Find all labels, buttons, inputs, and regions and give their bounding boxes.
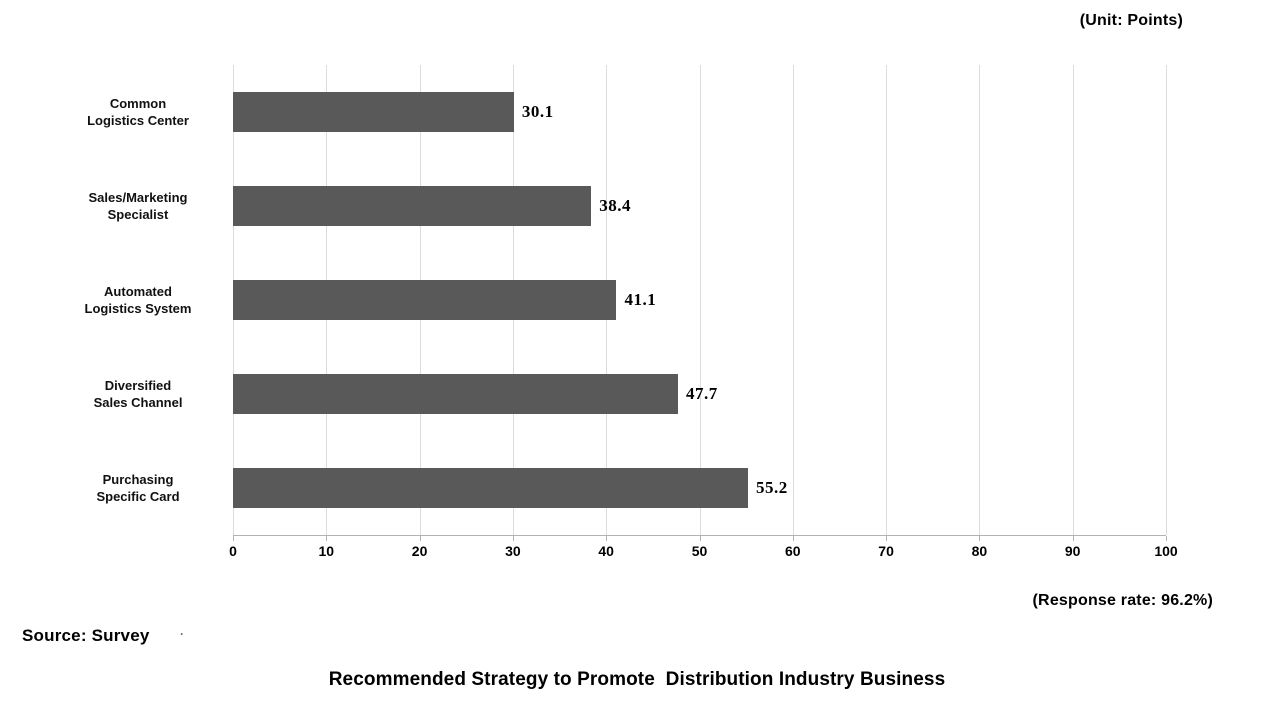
x-tick-label: 60 xyxy=(785,543,801,559)
x-tick-label: 10 xyxy=(318,543,335,559)
bar-value-label: 55.2 xyxy=(756,478,788,497)
source-stray-dot: · xyxy=(180,627,184,641)
category-label: Common Logistics Center xyxy=(87,96,189,128)
x-tick-mark xyxy=(326,536,328,541)
response-rate-note: (Response rate: 96.2%) xyxy=(1032,592,1213,609)
x-tick-label: 80 xyxy=(971,543,988,559)
x-axis-tick-labels: 0 10 20 30 40 50 60 70 80 90 100 xyxy=(229,543,1178,563)
bar xyxy=(233,374,679,414)
category-label: Diversified Sales Channel xyxy=(93,378,183,410)
source-label: Source: Survey xyxy=(22,626,150,645)
category-label: Automated Logistics System xyxy=(84,284,192,316)
bar-value-label: 47.7 xyxy=(686,384,718,403)
x-tick-label: 100 xyxy=(1154,543,1178,559)
x-tick-mark xyxy=(699,536,701,541)
x-tick-mark xyxy=(419,536,421,541)
chart-title: Recommended Strategy to Promote Distribu… xyxy=(328,669,946,690)
bar xyxy=(233,280,617,320)
bar xyxy=(233,92,514,132)
x-tick-mark xyxy=(512,536,514,541)
x-tick-label: 20 xyxy=(411,543,428,559)
bar-value-label: 38.4 xyxy=(599,196,632,215)
plot-area: 30.1 38.4 41.1 47.7 55.2 xyxy=(233,65,1167,541)
x-tick-mark xyxy=(979,536,981,541)
bar-value-label: 30.1 xyxy=(521,102,554,121)
gridline xyxy=(979,65,981,535)
gridline xyxy=(886,65,888,535)
x-tick-mark xyxy=(886,536,888,541)
gridline xyxy=(699,65,701,535)
bar-value-label: 41.1 xyxy=(624,290,657,309)
x-tick-mark xyxy=(1166,536,1167,541)
x-tick-label: 50 xyxy=(691,543,708,559)
gridline xyxy=(1166,65,1167,535)
x-tick-label: 90 xyxy=(1064,543,1081,559)
category-axis: Common Logistics Center Sales/Marketing S… xyxy=(0,65,233,535)
gridline xyxy=(1072,65,1074,535)
x-tick-mark xyxy=(792,536,794,541)
x-tick-mark xyxy=(233,536,234,541)
x-tick-mark xyxy=(606,536,608,541)
gridline xyxy=(792,65,794,535)
x-tick-mark xyxy=(1072,536,1074,541)
x-tick-label: 40 xyxy=(598,543,614,559)
bar xyxy=(233,468,749,508)
category-label: Purchasing Specific Card xyxy=(96,472,180,504)
unit-note: (Unit: Points) xyxy=(1079,12,1183,29)
x-tick-label: 0 xyxy=(229,543,237,559)
category-label: Sales/Marketing Specialist xyxy=(88,190,188,222)
x-tick-label: 30 xyxy=(505,543,521,559)
bar xyxy=(233,186,592,226)
x-tick-label: 70 xyxy=(878,543,894,559)
